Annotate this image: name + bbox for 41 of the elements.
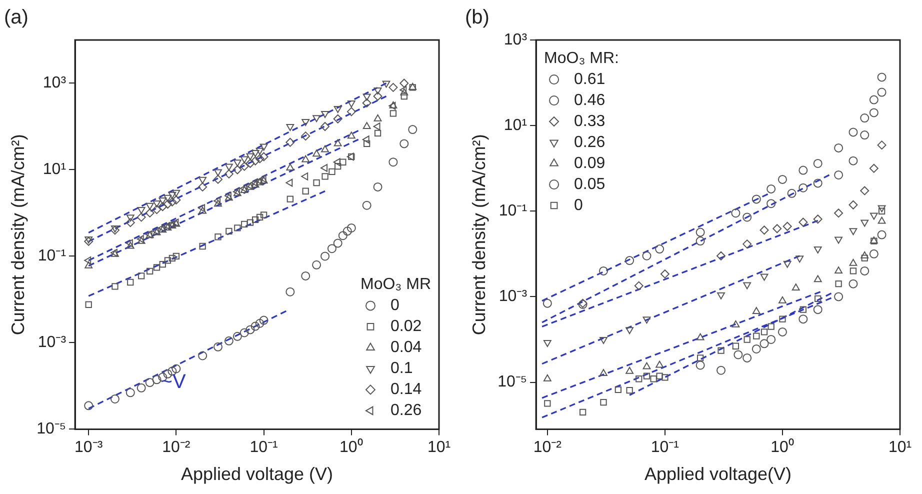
legend-label: 0.26 xyxy=(390,402,422,420)
x-tick-label: 10⁻² xyxy=(533,439,562,456)
y-tick-label: 10¹ xyxy=(504,116,528,134)
legend-label: 0.61 xyxy=(574,70,606,88)
x-tick-label: 10¹ xyxy=(427,439,451,456)
y-axis-title: Current density (mA/cm²) xyxy=(468,134,489,336)
x-tick-label: 10⁰ xyxy=(340,438,364,456)
x-tick-label: 10⁻¹ xyxy=(250,439,278,456)
y-tick-label: 10¹ xyxy=(42,161,66,178)
x-tick-label: 10⁻³ xyxy=(74,439,104,456)
y-axis-title: Current density (mA/cm²) xyxy=(8,134,28,336)
x-tick-label: 10¹ xyxy=(888,439,912,456)
y-tick-label: 10⁻⁵ xyxy=(36,420,66,438)
legend-label: 0 xyxy=(574,196,584,214)
legend-label: 0.09 xyxy=(574,154,606,172)
legend-label: 0.04 xyxy=(390,339,422,356)
legend-label: 0.14 xyxy=(390,381,422,398)
y-tick-label: 10³ xyxy=(504,31,528,48)
y-tick-label: 10⁻³ xyxy=(498,288,528,306)
y-tick-label: 10⁻⁵ xyxy=(498,374,528,391)
x-tick-label: 10⁰ xyxy=(770,438,794,456)
x-axis-title: Applied voltage(V) xyxy=(644,464,792,484)
y-tick-label: 10⁻¹ xyxy=(38,248,66,265)
x-tick-label: 10⁻¹ xyxy=(650,439,680,456)
legend-title: MoO₃ MR: xyxy=(544,50,619,67)
x-tick-label: 10⁻² xyxy=(162,439,191,456)
legend-label: 0.02 xyxy=(390,318,422,336)
legend-label: 0.33 xyxy=(574,112,606,130)
y-tick-label: 10⁻³ xyxy=(38,334,67,352)
y-tick-label: 10³ xyxy=(42,74,67,92)
legend-label: 0 xyxy=(390,297,400,314)
legend-label: 0.1 xyxy=(390,360,413,378)
legend-label: 0.46 xyxy=(574,92,606,109)
y-tick-label: 10⁻¹ xyxy=(498,202,528,220)
legend-label: 0.26 xyxy=(574,134,606,151)
x-axis-title: Applied voltage (V) xyxy=(180,464,334,484)
annotation: ~V xyxy=(160,371,186,394)
legend-title: MoO₃ MR xyxy=(360,276,431,294)
chart-title: (b) xyxy=(465,6,490,29)
legend-label: 0.05 xyxy=(574,176,606,193)
chart-title: (a) xyxy=(4,6,28,29)
